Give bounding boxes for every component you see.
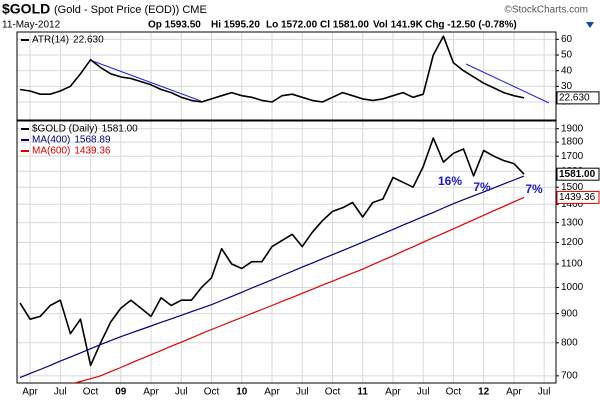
last-value-label: 22.630 (559, 93, 590, 104)
y-tick-label: 1500 (561, 182, 584, 193)
legend-label: ATR(14) (32, 35, 69, 46)
x-tick-label: Jul (538, 387, 551, 398)
last-value-box (556, 190, 600, 204)
annotation: 16% (438, 174, 462, 188)
y-tick-label: 1800 (561, 137, 584, 148)
x-tick-label: Oct (325, 387, 341, 398)
price-panel (16, 120, 557, 384)
x-tick-label: 10 (236, 387, 248, 398)
last-value-label: 1439.36 (559, 192, 596, 203)
series-line (19, 35, 525, 103)
x-tick-label: Apr (143, 387, 159, 398)
quote-field: Op 1593.50 (148, 20, 201, 31)
date: 11-May-2012 (2, 20, 61, 31)
quote-field: Vol 141.9K (373, 20, 424, 31)
y-tick-label: 50 (561, 50, 573, 61)
y-tick-label: 1300 (561, 217, 584, 228)
description: (Gold - Spot Price (EOD)) CME (54, 4, 207, 16)
x-tick-label: Jul (175, 387, 188, 398)
y-tick-label: 800 (561, 337, 578, 348)
legend-value: 1439.36 (74, 146, 111, 157)
series-line (19, 175, 525, 379)
x-tick-label: 12 (478, 387, 490, 398)
y-tick-label: 60 (561, 34, 573, 45)
x-tick-label: Apr (22, 387, 38, 398)
x-tick-label: 11 (357, 387, 368, 398)
x-tick-label: Apr (506, 387, 522, 398)
x-tick-label: Apr (264, 387, 280, 398)
y-tick-label: 1400 (561, 199, 584, 210)
menu-arrow[interactable] (586, 22, 594, 28)
x-tick-label: Jul (417, 387, 430, 398)
last-value-box (556, 91, 600, 105)
y-tick-label: 700 (561, 370, 578, 381)
credit: ©StockCharts.com (504, 5, 588, 16)
trend-line (465, 63, 550, 104)
legend-value: 1568.89 (74, 135, 111, 146)
x-tick-label: Oct (83, 387, 99, 398)
legend-label: MA(600) (32, 146, 70, 157)
series-line (72, 196, 525, 383)
quote-field: Hi 1595.20 (211, 20, 260, 31)
symbol: $GOLD (2, 1, 50, 17)
y-tick-label: 1700 (561, 151, 584, 162)
x-tick-label: Jul (54, 387, 67, 398)
annotation: 7% (525, 182, 543, 196)
y-tick-label: 40 (561, 65, 573, 76)
trend-line (89, 59, 202, 102)
x-tick-label: Apr (385, 387, 401, 398)
y-tick-label: 1900 (561, 123, 584, 134)
quote-field: Cl 1581.00 (320, 20, 369, 31)
legend-label: MA(400) (32, 135, 70, 146)
y-tick-label: 900 (561, 308, 578, 319)
quote-field: Chg -12.50 (-0.78%) (425, 20, 517, 31)
x-tick-label: Oct (446, 387, 462, 398)
last-value-label: 1581.00 (559, 169, 596, 180)
legend-value: 1581.00 (102, 124, 139, 135)
series-line (19, 137, 525, 367)
y-tick-label: 1000 (561, 282, 584, 293)
x-tick-label: Oct (204, 387, 220, 398)
y-tick-label: 30 (561, 81, 573, 92)
legend-label: $GOLD (Daily) (32, 124, 98, 135)
legend-value: 22.630 (73, 35, 104, 46)
x-tick-label: Jul (296, 387, 309, 398)
y-tick-label: 1100 (561, 259, 583, 270)
y-tick-label: 1200 (561, 237, 584, 248)
quote-field: Lo 1572.00 (266, 20, 318, 31)
atr-panel (16, 31, 557, 121)
x-tick-label: 09 (115, 387, 127, 398)
last-value-box (556, 167, 600, 181)
annotation: 7% (473, 180, 491, 194)
